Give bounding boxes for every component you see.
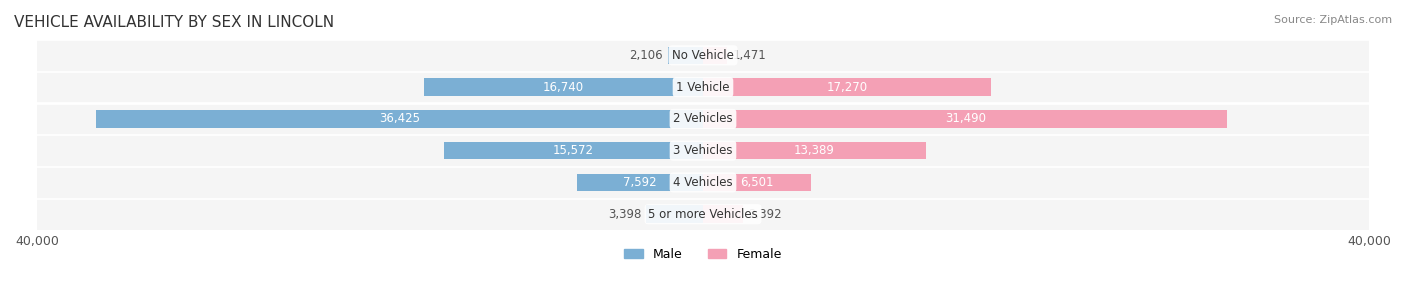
Bar [703, 78, 991, 96]
Text: 2 Vehicles: 2 Vehicles [673, 112, 733, 125]
Bar [703, 142, 927, 159]
Bar [37, 105, 1369, 133]
Bar [703, 174, 811, 191]
Bar [703, 47, 727, 64]
Bar [703, 206, 742, 223]
Bar [576, 174, 703, 191]
Bar [668, 47, 703, 64]
Text: 6,501: 6,501 [741, 176, 773, 189]
Bar [37, 168, 1369, 197]
Text: 3 Vehicles: 3 Vehicles [673, 144, 733, 157]
Bar [37, 73, 1369, 101]
Text: 2,106: 2,106 [630, 49, 664, 62]
Bar [37, 136, 1369, 165]
Text: 3,398: 3,398 [607, 208, 641, 221]
Text: 36,425: 36,425 [380, 112, 420, 125]
Text: VEHICLE AVAILABILITY BY SEX IN LINCOLN: VEHICLE AVAILABILITY BY SEX IN LINCOLN [14, 15, 335, 30]
Bar [703, 110, 1227, 128]
Bar [425, 78, 703, 96]
Text: 13,389: 13,389 [794, 144, 835, 157]
Text: 2,392: 2,392 [748, 208, 782, 221]
Text: 1,471: 1,471 [733, 49, 766, 62]
Text: 17,270: 17,270 [827, 81, 868, 94]
Text: 1 Vehicle: 1 Vehicle [676, 81, 730, 94]
Bar [444, 142, 703, 159]
Bar [647, 206, 703, 223]
Bar [97, 110, 703, 128]
Text: 4 Vehicles: 4 Vehicles [673, 176, 733, 189]
Text: Source: ZipAtlas.com: Source: ZipAtlas.com [1274, 15, 1392, 25]
Text: No Vehicle: No Vehicle [672, 49, 734, 62]
Bar [37, 200, 1369, 229]
Text: 5 or more Vehicles: 5 or more Vehicles [648, 208, 758, 221]
Text: 15,572: 15,572 [553, 144, 593, 157]
Text: 31,490: 31,490 [945, 112, 986, 125]
Text: 7,592: 7,592 [623, 176, 657, 189]
Legend: Male, Female: Male, Female [619, 243, 787, 266]
Text: 16,740: 16,740 [543, 81, 583, 94]
Bar [37, 41, 1369, 70]
